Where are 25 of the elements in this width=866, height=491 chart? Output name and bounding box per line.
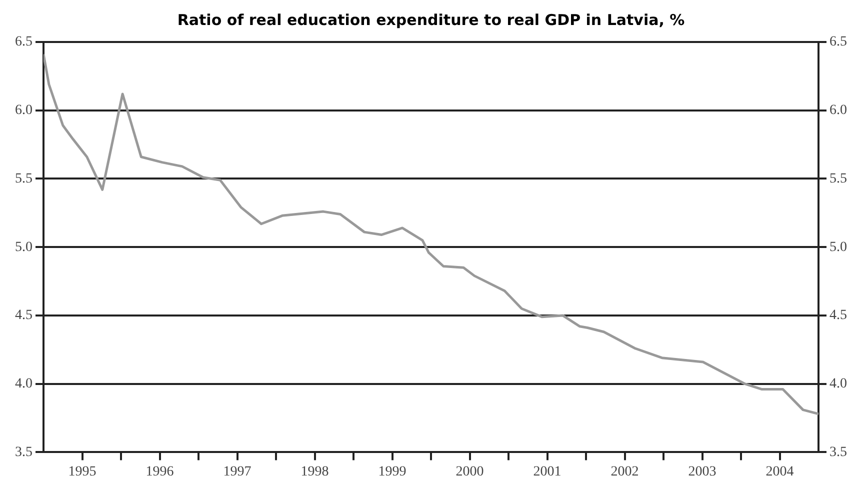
x-tick-label: 2002 (610, 464, 639, 480)
y2-tick-label: 6.5 (830, 34, 847, 50)
x-tick-label: 1996 (146, 464, 174, 480)
x-tick-label: 2000 (456, 464, 484, 480)
y2-tick-label: 5.5 (830, 171, 847, 186)
x-tick-label: 2004 (766, 464, 794, 480)
y2-tick-label: 4.5 (830, 308, 847, 324)
x-tick-label: 1997 (223, 464, 252, 480)
x-tick-label: 2001 (533, 464, 562, 480)
y-tick-label: 6.0 (15, 103, 32, 118)
y-tick-label: 5.5 (15, 171, 32, 186)
y-tick-label: 5.0 (15, 240, 32, 255)
x-tick-label: 1998 (300, 464, 329, 480)
y-tick-label: 6.5 (15, 34, 32, 50)
y2-tick-label: 6.0 (830, 103, 847, 118)
x-tick-label: 1999 (378, 464, 406, 480)
y-tick-label: 3.5 (15, 444, 32, 460)
y-tick-label: 4.5 (15, 308, 32, 324)
y2-tick-label: 3.5 (830, 444, 847, 460)
x-tick-label: 1995 (68, 464, 96, 480)
y2-tick-label: 4.0 (830, 376, 847, 392)
y2-tick-label: 5.0 (830, 240, 847, 255)
y-tick-label: 4.0 (15, 376, 32, 392)
x-tick-label: 2003 (688, 464, 716, 480)
chart-title: Ratio of real education expenditure to real GDP in Latvia, % (177, 10, 685, 29)
